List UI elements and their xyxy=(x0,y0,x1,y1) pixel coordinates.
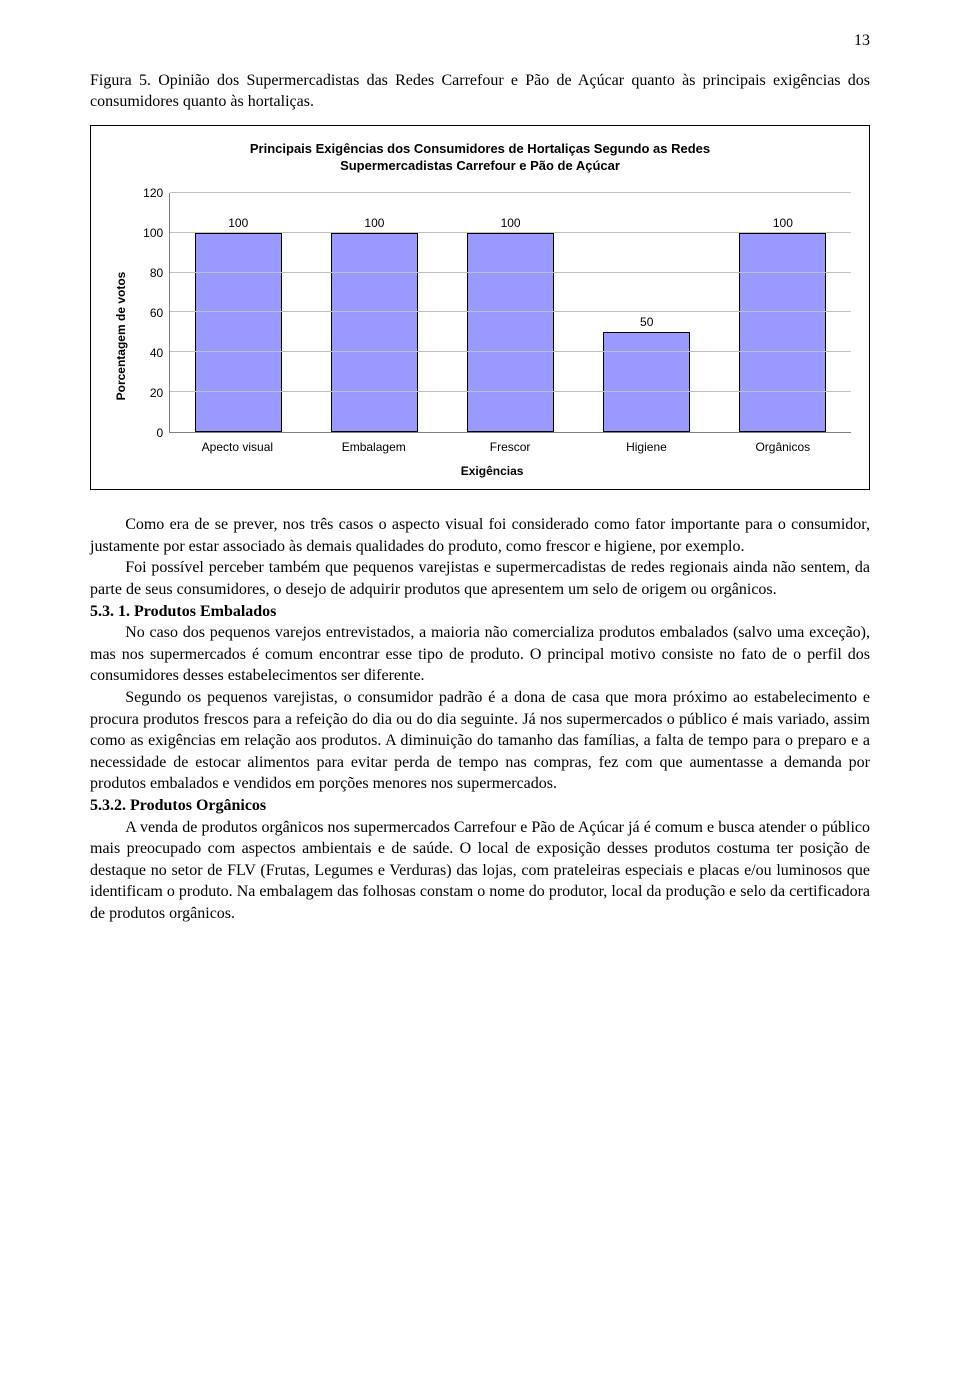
chart-bar xyxy=(331,233,418,432)
chart-y-tick-label: 20 xyxy=(150,385,163,401)
chart-gridline xyxy=(170,391,851,392)
chart-gridline xyxy=(170,351,851,352)
chart-bar-value-label: 100 xyxy=(501,215,521,231)
chart-x-categories: Apecto visualEmbalagemFrescorHigieneOrgâ… xyxy=(169,439,851,455)
chart-bar xyxy=(467,233,554,432)
chart-gridline xyxy=(170,311,851,312)
chart-y-tick-label: 100 xyxy=(143,225,163,241)
chart-x-category-label: Embalagem xyxy=(306,439,442,455)
chart-bar-slot: 100 xyxy=(715,193,851,432)
chart-y-tick-label: 0 xyxy=(157,425,164,441)
chart-body: Porcentagem de votos 020406080100120 100… xyxy=(109,193,851,479)
chart-bar-slot: 100 xyxy=(443,193,579,432)
chart-x-category-label: Orgânicos xyxy=(715,439,851,455)
chart-bar-slot: 100 xyxy=(170,193,306,432)
chart-x-category-label: Apecto visual xyxy=(169,439,305,455)
chart-title-line2: Supermercadistas Carrefour e Pão de Açúc… xyxy=(340,158,620,173)
chart-bar xyxy=(603,332,690,432)
chart-y-tick-label: 120 xyxy=(143,185,163,201)
paragraph: A venda de produtos orgânicos nos superm… xyxy=(90,817,870,925)
chart-y-ticks: 020406080100120 xyxy=(133,193,169,433)
chart-plot-column: 020406080100120 10010010050100 Apecto vi… xyxy=(133,193,851,479)
chart-bar-slot: 50 xyxy=(579,193,715,432)
chart-x-category-label: Higiene xyxy=(578,439,714,455)
chart-y-tick-label: 40 xyxy=(150,345,163,361)
paragraph: Segundo os pequenos varejistas, o consum… xyxy=(90,687,870,795)
paragraph: No caso dos pequenos varejos entrevistad… xyxy=(90,622,870,687)
chart-bar-value-label: 100 xyxy=(228,215,248,231)
chart-x-category-label: Frescor xyxy=(442,439,578,455)
paragraph: Foi possível perceber também que pequeno… xyxy=(90,557,870,600)
chart-bar xyxy=(195,233,282,432)
chart-y-tick-label: 60 xyxy=(150,305,163,321)
section-heading: 5.3.2. Produtos Orgânicos xyxy=(90,795,870,817)
chart-gridline xyxy=(170,272,851,273)
chart-bar-value-label: 100 xyxy=(364,215,384,231)
chart-y-tick-label: 80 xyxy=(150,265,163,281)
chart-container: Principais Exigências dos Consumidores d… xyxy=(90,125,870,490)
chart-bar-value-label: 50 xyxy=(640,314,653,330)
chart-gridline xyxy=(170,232,851,233)
chart-xlabel: Exigências xyxy=(133,463,851,479)
chart-title-line1: Principais Exigências dos Consumidores d… xyxy=(250,141,710,156)
chart-bar-slot: 100 xyxy=(306,193,442,432)
chart-bars-wrap: 100 100 100 50 100 xyxy=(169,193,851,433)
page-number: 13 xyxy=(90,30,870,52)
section-heading: 5.3. 1. Produtos Embalados xyxy=(90,601,870,623)
chart-bar xyxy=(739,233,826,432)
chart-gridline xyxy=(170,192,851,193)
chart-ylabel: Porcentagem de votos xyxy=(109,193,133,479)
paragraph: Como era de se prever, nos três casos o … xyxy=(90,514,870,557)
chart-plot-area: 020406080100120 10010010050100 xyxy=(133,193,851,433)
chart-bar-value-label: 100 xyxy=(773,215,793,231)
chart-bars: 100 100 100 50 100 xyxy=(170,193,851,432)
chart-title: Principais Exigências dos Consumidores d… xyxy=(109,140,851,175)
figure-caption: Figura 5. Opinião dos Supermercadistas d… xyxy=(90,70,870,113)
